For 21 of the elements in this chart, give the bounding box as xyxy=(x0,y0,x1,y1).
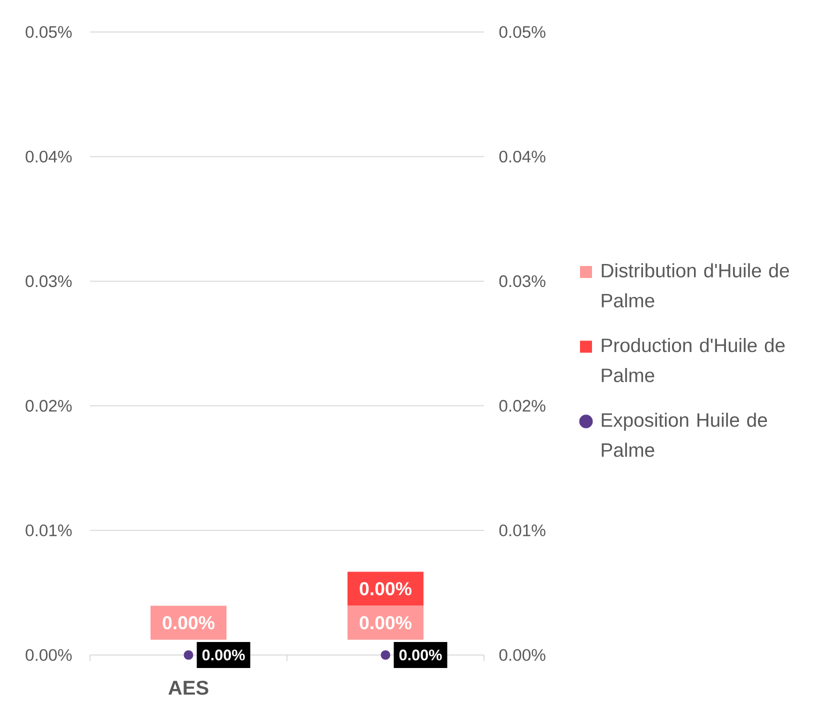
legend-label: Distribution d'Huile de Palme xyxy=(602,263,789,308)
y-tick-label: 0.00% xyxy=(26,649,72,661)
y2-tick-label: 0.05% xyxy=(499,26,546,38)
data-label: 0.00% xyxy=(360,582,412,596)
y-tick-label: 0.03% xyxy=(26,275,72,288)
y2-tick-label: 0.02% xyxy=(499,400,546,412)
y2-tick-label: 0.03% xyxy=(499,275,546,288)
data-label: 0.00% xyxy=(360,616,412,630)
data-label: 0.00% xyxy=(162,616,214,630)
x-tick-label: AES xyxy=(168,680,208,695)
y-tick-label: 0.04% xyxy=(26,150,72,162)
y2-tick-label: 0.04% xyxy=(499,150,546,162)
data-label: 0.00% xyxy=(202,650,245,660)
legend-label: Exposition Huile de Palme xyxy=(602,412,768,457)
y-tick-label: 0.05% xyxy=(26,26,72,38)
data-label: 0.00% xyxy=(399,650,442,660)
y-tick-label: 0.01% xyxy=(26,524,72,536)
y2-tick-label: 0.01% xyxy=(499,524,546,536)
y-tick-label: 0.02% xyxy=(26,400,72,412)
y2-tick-label: 0.00% xyxy=(499,649,546,661)
legend-label: Production d'Huile de Palme xyxy=(602,338,785,382)
